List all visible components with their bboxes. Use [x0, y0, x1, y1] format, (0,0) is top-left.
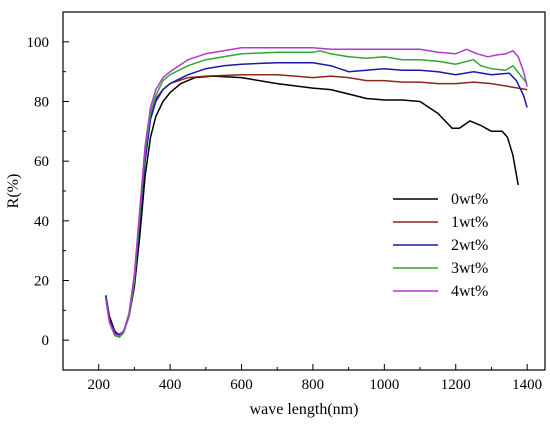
y-tick-label: 60 [34, 154, 49, 170]
series-layer [105, 47, 528, 338]
legend: 0wt% 1wt% 2wt% 3wt% 4wt% [393, 191, 488, 300]
y-tick-label: 40 [34, 214, 49, 230]
y-axis-title: R(%) [5, 174, 22, 209]
y-tick-label: 0 [42, 333, 50, 349]
x-tick-label: 800 [302, 377, 325, 393]
series-line-4 [105, 47, 528, 337]
axes: 200 400 600 800 1000 1200 1400 0 20 40 60 80 100 [27, 11, 542, 393]
legend-label-2: 2wt% [451, 237, 488, 254]
legend-label-4: 4wt% [451, 283, 488, 300]
x-axis-title: wave length(nm) [250, 401, 359, 418]
y-tick-label: 100 [27, 35, 50, 51]
legend-label-0: 0wt% [451, 191, 488, 208]
x-tick-label: 1200 [441, 377, 471, 393]
x-tick-label: 200 [87, 377, 110, 393]
x-tick-label: 1400 [512, 377, 542, 393]
x-tick-label: 600 [230, 377, 253, 393]
y-tick-label: 20 [34, 274, 49, 290]
y-tick-label: 80 [34, 95, 49, 111]
legend-label-3: 3wt% [451, 260, 488, 277]
legend-label-1: 1wt% [451, 214, 488, 231]
x-tick-label: 1000 [369, 377, 399, 393]
x-tick-label: 400 [159, 377, 182, 393]
